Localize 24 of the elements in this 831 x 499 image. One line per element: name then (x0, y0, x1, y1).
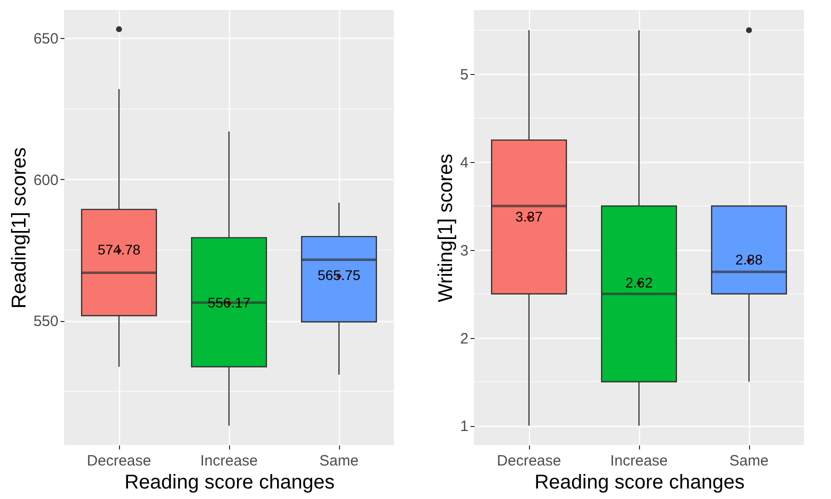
x-tick-label: Same (729, 452, 769, 470)
y-tick-label: 4 (460, 154, 468, 172)
x-axis-title: Reading score changes (124, 472, 335, 494)
y-tick-label: 2 (460, 330, 468, 348)
y-tick-label: 3 (460, 242, 468, 260)
x-tick-label: Decrease (496, 452, 562, 470)
x-tick-label: Increase (610, 452, 668, 470)
y-tick-label: 5 (460, 66, 468, 84)
y-tick-label: 550 (33, 313, 58, 330)
y-axis-title: Writing[1] scores (435, 154, 458, 302)
data-label: 2.88 (735, 251, 763, 268)
y-tick-label: 600 (33, 172, 58, 189)
data-label: 565.75 (318, 267, 361, 284)
data-label: 2.62 (625, 274, 653, 290)
x-tick-label: Increase (200, 452, 258, 470)
data-label: 3.37 (515, 208, 543, 224)
y-tick-label: 1 (460, 418, 468, 436)
data-label: 574.78 (98, 242, 141, 258)
y-axis-title: Reading[1] scores (8, 147, 30, 309)
x-tick-label: Same (319, 452, 359, 470)
x-tick-label: Decrease (86, 452, 152, 470)
y-tick-label: 650 (33, 30, 58, 48)
data-label: 556.17 (208, 294, 251, 310)
x-axis-title: Reading score changes (534, 472, 745, 494)
